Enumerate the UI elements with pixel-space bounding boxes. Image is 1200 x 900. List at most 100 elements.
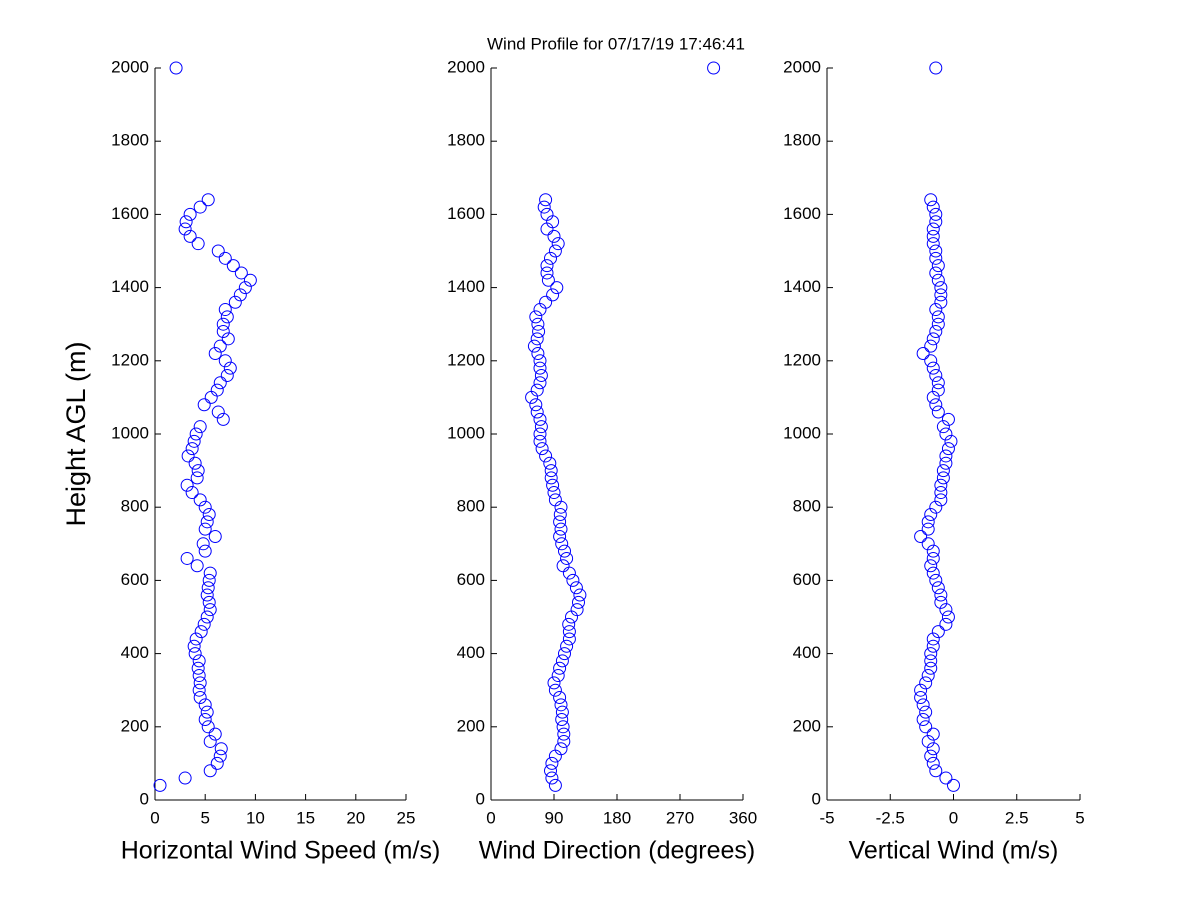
point bbox=[558, 544, 571, 558]
point bbox=[201, 581, 215, 595]
point bbox=[548, 493, 562, 507]
point bbox=[939, 449, 953, 463]
point bbox=[200, 705, 214, 719]
point bbox=[541, 273, 555, 287]
y-tick-label: 800 bbox=[457, 497, 485, 516]
point bbox=[200, 588, 214, 602]
point bbox=[221, 332, 235, 346]
point bbox=[919, 676, 933, 690]
point bbox=[544, 764, 557, 778]
point bbox=[189, 427, 203, 441]
point bbox=[929, 325, 943, 339]
point bbox=[707, 61, 721, 75]
y-tick-label: 1200 bbox=[447, 350, 485, 369]
y-tick-label: 600 bbox=[793, 570, 821, 589]
point bbox=[211, 405, 225, 419]
point bbox=[555, 654, 569, 668]
point bbox=[203, 734, 217, 748]
point bbox=[534, 368, 548, 382]
x-tick-label: 20 bbox=[346, 808, 365, 827]
point bbox=[926, 222, 940, 236]
point bbox=[569, 581, 583, 595]
point bbox=[924, 339, 938, 353]
y-tick-label: 1600 bbox=[783, 204, 821, 223]
point bbox=[553, 529, 567, 543]
y-tick-label: 0 bbox=[476, 789, 485, 808]
point bbox=[208, 727, 222, 741]
y-tick-label: 600 bbox=[121, 570, 149, 589]
point bbox=[218, 354, 232, 368]
point bbox=[210, 756, 224, 770]
point bbox=[178, 771, 192, 785]
point bbox=[543, 456, 557, 470]
point bbox=[924, 193, 938, 207]
point bbox=[926, 361, 940, 375]
point bbox=[210, 383, 224, 397]
y-tick-label: 800 bbox=[121, 497, 149, 516]
point bbox=[534, 420, 548, 434]
y-tick-label: 1000 bbox=[111, 423, 149, 442]
y-tick-label: 800 bbox=[793, 497, 821, 516]
point bbox=[188, 647, 202, 661]
point bbox=[921, 734, 935, 748]
point bbox=[530, 405, 544, 419]
point bbox=[179, 215, 193, 229]
x-tick-label: 2.5 bbox=[1005, 808, 1029, 827]
point bbox=[198, 544, 212, 558]
point bbox=[546, 478, 560, 492]
point bbox=[216, 317, 230, 331]
point bbox=[936, 464, 950, 478]
point bbox=[557, 727, 571, 741]
point bbox=[921, 537, 935, 551]
point bbox=[939, 617, 953, 631]
y-tick-label: 2000 bbox=[447, 57, 485, 76]
y-tick-label: 1000 bbox=[783, 423, 821, 442]
point bbox=[926, 237, 940, 251]
point bbox=[214, 742, 228, 756]
chart-title: Wind Profile for 07/17/19 17:46:41 bbox=[487, 34, 745, 53]
point bbox=[203, 764, 217, 778]
point bbox=[929, 207, 943, 221]
y-tick-label: 1800 bbox=[783, 131, 821, 150]
point bbox=[218, 251, 232, 265]
point bbox=[200, 610, 214, 624]
point bbox=[924, 508, 938, 522]
x-tick-label: 360 bbox=[729, 808, 757, 827]
point bbox=[553, 508, 567, 522]
point bbox=[194, 625, 208, 639]
point bbox=[216, 412, 230, 426]
point bbox=[201, 720, 215, 734]
point bbox=[921, 515, 935, 529]
point bbox=[929, 764, 943, 778]
y-tick-label: 1800 bbox=[111, 131, 149, 150]
y-tick-label: 0 bbox=[140, 789, 149, 808]
point bbox=[926, 639, 940, 653]
point bbox=[545, 756, 559, 770]
point bbox=[926, 756, 940, 770]
y-tick-label: 400 bbox=[121, 643, 149, 662]
point bbox=[931, 317, 945, 331]
point bbox=[533, 361, 547, 375]
x-tick-label: 5 bbox=[200, 808, 209, 827]
point bbox=[153, 778, 167, 792]
point bbox=[533, 412, 547, 426]
point bbox=[929, 368, 943, 382]
point bbox=[926, 727, 940, 741]
point bbox=[220, 368, 234, 382]
point bbox=[530, 383, 544, 397]
point bbox=[208, 529, 222, 543]
point bbox=[539, 193, 553, 207]
point bbox=[926, 200, 940, 214]
point bbox=[191, 464, 205, 478]
point bbox=[566, 573, 580, 587]
point bbox=[203, 603, 217, 617]
point bbox=[926, 742, 940, 756]
point bbox=[934, 595, 948, 609]
point bbox=[572, 595, 585, 609]
point bbox=[551, 237, 565, 251]
point bbox=[556, 720, 570, 734]
point bbox=[533, 434, 547, 448]
